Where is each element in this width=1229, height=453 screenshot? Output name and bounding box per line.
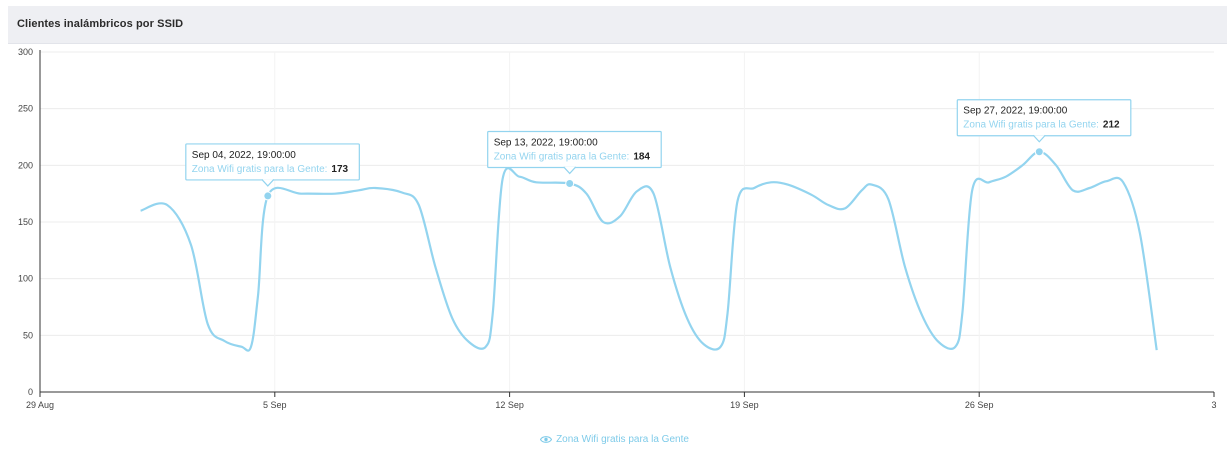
data-point-marker — [565, 178, 575, 188]
legend-label: Zona Wifi gratis para la Gente — [556, 434, 689, 445]
x-tick-label: 3 — [1211, 400, 1216, 410]
legend-item[interactable]: Zona Wifi gratis para la Gente — [0, 434, 1229, 447]
tooltip-date: Sep 13, 2022, 19:00:00 — [494, 137, 598, 148]
tooltip: Sep 27, 2022, 19:00:00 Zona Wifi gratis p… — [956, 99, 1132, 143]
x-tick-label: 19 Sep — [730, 400, 759, 410]
x-tick-label: 5 Sep — [263, 400, 287, 410]
data-point-marker — [1034, 147, 1044, 157]
x-tick-label: 26 Sep — [965, 400, 994, 410]
tooltip-value: 184 — [633, 151, 650, 162]
series-line — [140, 150, 1158, 352]
tooltip-series-label: Zona Wifi gratis para la Gente: — [192, 164, 328, 175]
y-tick-label: 100 — [18, 274, 33, 284]
tooltip-series-label: Zona Wifi gratis para la Gente: — [494, 151, 630, 162]
tooltip: Sep 04, 2022, 19:00:00 Zona Wifi gratis p… — [185, 143, 360, 187]
y-tick-label: 300 — [18, 47, 33, 57]
tooltip-arrow — [563, 166, 577, 175]
y-tick-label: 200 — [18, 160, 33, 170]
tooltip-date: Sep 04, 2022, 19:00:00 — [192, 150, 296, 161]
y-tick-label: 150 — [18, 217, 33, 227]
eye-icon[interactable] — [539, 435, 553, 447]
panel-header: Clientes inalámbricos por SSID — [8, 6, 1227, 44]
tooltip-arrow — [1032, 134, 1046, 143]
tooltip-arrow — [261, 179, 275, 187]
tooltip-series-label: Zona Wifi gratis para la Gente: — [963, 120, 1099, 131]
tooltip: Sep 13, 2022, 19:00:00 Zona Wifi gratis p… — [487, 130, 662, 175]
tooltip-date: Sep 27, 2022, 19:00:00 — [963, 106, 1067, 117]
x-tick-label: 29 Aug — [26, 400, 54, 410]
tooltip-value: 173 — [331, 164, 348, 175]
data-point-marker — [263, 191, 273, 201]
x-tick-label: 12 Sep — [495, 400, 524, 410]
panel-title: Clientes inalámbricos por SSID — [17, 18, 184, 30]
tooltip-value: 212 — [1103, 120, 1120, 131]
y-tick-label: 250 — [18, 104, 33, 114]
y-tick-label: 0 — [28, 387, 33, 397]
y-tick-label: 50 — [23, 330, 33, 340]
